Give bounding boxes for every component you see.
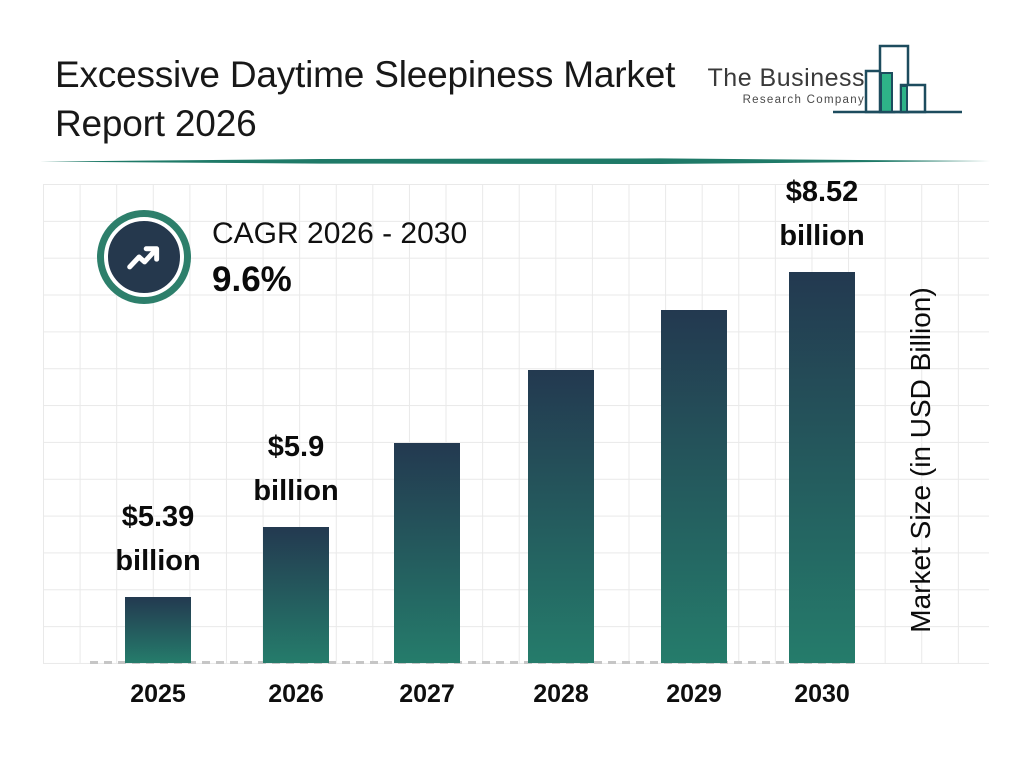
bar-value-label-2026: $5.9 billion: [253, 431, 339, 507]
bar-2027: [394, 443, 460, 663]
trending-up-icon: [104, 217, 184, 297]
bar-2030: [789, 272, 855, 663]
bar-value-label-2025: $5.39 billion: [115, 501, 201, 577]
bar-2026: [263, 527, 329, 663]
header-divider: [40, 158, 990, 164]
cagr-value: 9.6%: [212, 260, 292, 299]
company-logo-text: The Business Research Company: [695, 64, 865, 106]
company-name: The Business: [707, 64, 865, 92]
x-axis-label-2030: 2030: [794, 680, 850, 708]
bar-2029: [661, 310, 727, 663]
bar-2028: [528, 370, 594, 663]
x-axis-label-2028: 2028: [533, 680, 589, 708]
x-axis-label-2026: 2026: [268, 680, 324, 708]
x-axis-label-2029: 2029: [666, 680, 722, 708]
y-axis-title: Market Size (in USD Billion): [905, 287, 936, 633]
x-axis-line: [90, 661, 858, 664]
bar-chart-logo-icon: [833, 44, 962, 114]
cagr-period-label: CAGR 2026 - 2030: [212, 217, 468, 250]
bar-value-label-2030: $8.52 billion: [779, 176, 865, 252]
bar-2025: [125, 597, 191, 663]
cagr-badge: [97, 210, 191, 304]
company-subtitle: Research Company: [742, 94, 865, 106]
page-title: Excessive Daytime Sleepiness Market Repo…: [55, 54, 676, 144]
x-axis-label-2025: 2025: [130, 680, 186, 708]
x-axis-label-2027: 2027: [399, 680, 455, 708]
